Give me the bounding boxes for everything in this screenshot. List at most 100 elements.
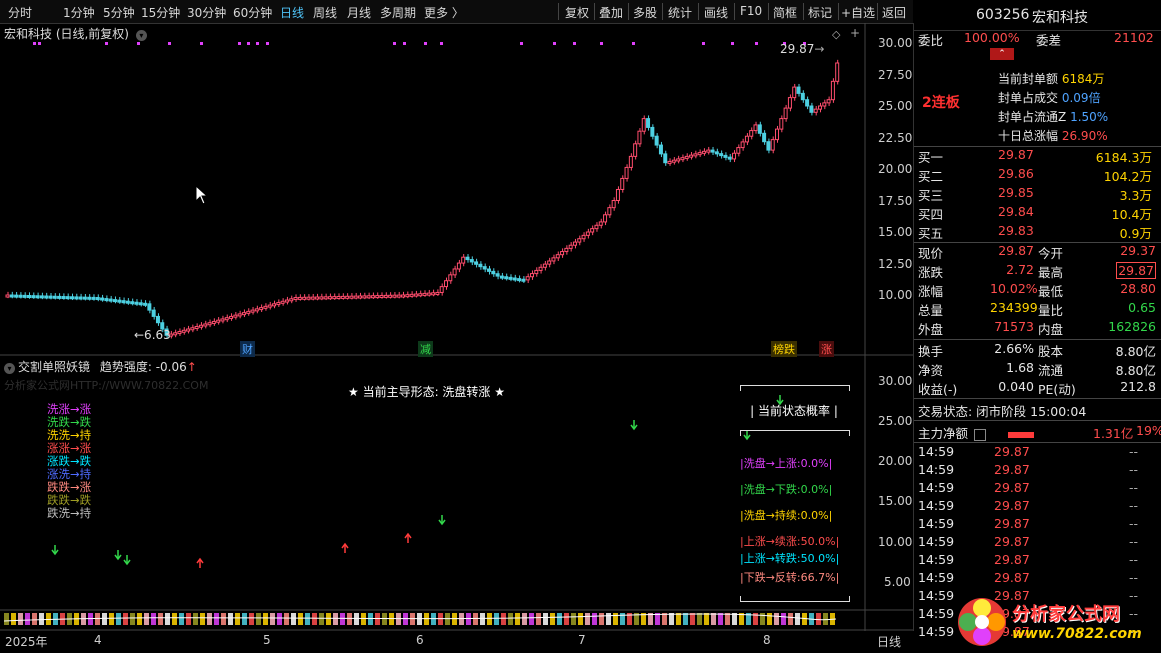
diamond-icon[interactable]: ◇	[832, 28, 841, 41]
candlestick	[650, 124, 655, 140]
bid-level[interactable]: 买一 29.87 6184.3万	[918, 147, 1152, 165]
period-tab-5min[interactable]: 5分钟	[103, 6, 135, 20]
add-watchlist-button[interactable]: +自选	[841, 6, 876, 20]
tick-row: 14:59 29.87 --	[918, 588, 1138, 603]
state-bar	[291, 613, 296, 625]
candlestick	[826, 96, 831, 106]
period-tab-fenshi[interactable]: 分时	[8, 6, 33, 20]
candlestick	[401, 291, 406, 299]
mark-button[interactable]: 标记	[808, 6, 833, 20]
candlestick	[310, 293, 315, 301]
state-bar	[697, 613, 702, 625]
candlestick	[241, 309, 246, 318]
bid-level[interactable]: 买四 29.84 10.4万	[918, 204, 1152, 222]
state-bar	[249, 613, 254, 625]
event-marker-cai[interactable]: 财	[240, 341, 255, 357]
event-marker-zhang[interactable]: 涨	[819, 341, 834, 357]
tick-row: 14:59 29.87 --	[918, 516, 1138, 531]
period-tab-15min[interactable]: 15分钟	[141, 6, 181, 20]
candlestick	[581, 232, 586, 242]
state-bar	[270, 613, 275, 625]
state-bar	[39, 613, 44, 625]
state-bar	[172, 613, 177, 625]
candlestick	[594, 222, 599, 232]
bid-level[interactable]: 买三 29.85 3.3万	[918, 185, 1152, 203]
stats-button[interactable]: 统计	[668, 6, 693, 20]
tick-row: 14:59 29.87 --	[918, 444, 1138, 459]
zoom-plus-icon[interactable]: +	[850, 26, 861, 40]
collapse-icon[interactable]: ⌃	[990, 48, 1014, 60]
state-bar	[690, 613, 695, 625]
prob-item: |下跌→反转:66.7%|	[740, 571, 840, 584]
state-bar	[123, 613, 128, 625]
candlestick	[349, 293, 354, 300]
state-bar	[634, 613, 639, 625]
kline-chart-canvas[interactable]	[0, 23, 913, 631]
state-bar	[431, 613, 436, 625]
candlestick	[22, 292, 27, 299]
period-tab-weekly[interactable]: 周线	[313, 6, 338, 20]
f10-button[interactable]: F10	[740, 4, 763, 18]
candlestick	[529, 270, 534, 280]
candlestick	[293, 294, 298, 302]
chart-area[interactable]: 宏和科技 (日线,前复权) ▾ 29.87→ ◇ + ←6.63 30.00 2…	[0, 23, 914, 649]
state-bar	[613, 613, 618, 625]
multi-stock-button[interactable]: 多股	[633, 6, 658, 20]
fuquan-button[interactable]: 复权	[565, 6, 590, 20]
period-tab-30min[interactable]: 30分钟	[187, 6, 227, 20]
signal-dot	[632, 42, 635, 45]
draw-line-button[interactable]: 画线	[704, 6, 729, 20]
bid-level[interactable]: 买二 29.86 104.2万	[918, 166, 1152, 184]
overlay-button[interactable]: 叠加	[599, 6, 624, 20]
state-bar	[116, 613, 121, 625]
period-tab-monthly[interactable]: 月线	[347, 6, 372, 20]
indicator-name[interactable]: 交割单照妖镜	[18, 360, 91, 374]
list-icon[interactable]	[974, 428, 986, 441]
candlestick	[615, 186, 620, 204]
state-bar	[305, 613, 310, 625]
event-marker-jian[interactable]: 减	[418, 341, 433, 357]
weibi-row: 委比 100.00% 委差 21102	[918, 30, 1154, 48]
candlestick	[525, 273, 530, 284]
state-bar	[648, 613, 653, 625]
candlestick	[254, 305, 259, 314]
legend-item: 跌洗→持	[47, 506, 92, 520]
period-tab-more[interactable]: 更多 〉	[424, 6, 464, 20]
candlestick	[52, 293, 57, 300]
candlestick	[263, 303, 268, 311]
candlestick	[757, 121, 762, 137]
state-bar	[18, 613, 23, 625]
signal-dot	[137, 42, 140, 45]
simple-frame-button[interactable]: 简框	[773, 6, 798, 20]
period-tab-daily[interactable]: 日线	[280, 6, 305, 20]
period-tab-1min[interactable]: 1分钟	[63, 6, 95, 20]
back-button[interactable]: 返回	[882, 6, 907, 20]
candlestick	[542, 260, 547, 271]
state-bar	[529, 613, 534, 625]
candlestick	[710, 146, 715, 156]
candlestick	[818, 102, 823, 113]
period-tab-multi[interactable]: 多周期	[380, 6, 417, 20]
state-bar	[627, 613, 632, 625]
fundamental-row: 收益(-) 0.040 PE(动) 212.8	[918, 379, 1156, 397]
candlestick	[117, 296, 122, 304]
candlestick	[353, 292, 358, 300]
candlestick	[590, 225, 595, 236]
low-price-annotation: ←6.63	[134, 328, 171, 342]
state-bar	[753, 613, 758, 625]
bid-level[interactable]: 买五 29.83 0.9万	[918, 223, 1152, 241]
event-marker-bangdie[interactable]: 榜跌	[771, 341, 797, 357]
state-bar	[823, 613, 828, 625]
state-bar	[704, 613, 709, 625]
candlestick	[693, 150, 698, 159]
period-tab-60min[interactable]: 60分钟	[233, 6, 273, 20]
flower-logo-icon	[958, 598, 1006, 646]
candlestick	[151, 306, 156, 320]
y-tick: 17.50	[878, 194, 913, 208]
candlestick	[138, 299, 143, 307]
state-bar	[340, 613, 345, 625]
state-bar	[746, 613, 751, 625]
chevron-down-icon[interactable]: ▾	[4, 363, 15, 374]
chevron-down-icon[interactable]: ▾	[135, 30, 147, 41]
candlestick	[663, 150, 668, 166]
